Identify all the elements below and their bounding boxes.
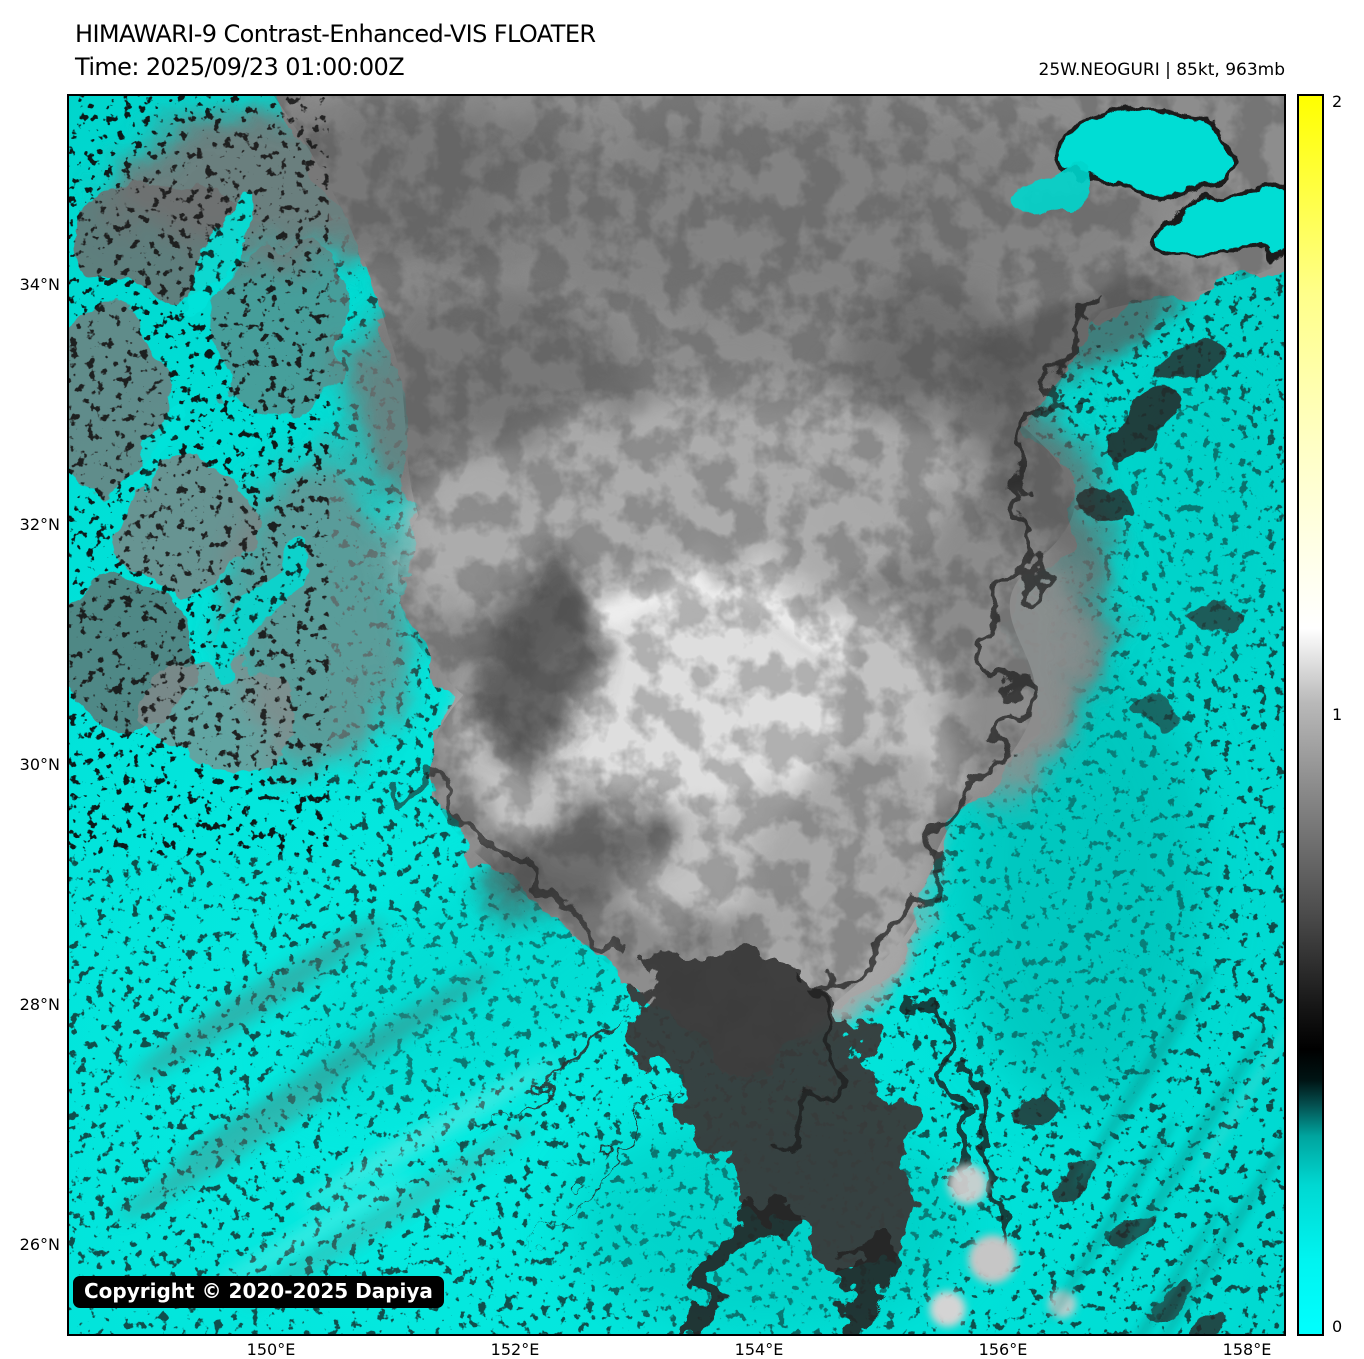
colorbar-tick-label: 1	[1332, 705, 1343, 724]
lon-tick-label: 154°E	[734, 1340, 784, 1359]
southwest-streaks	[118, 919, 559, 1305]
lon-tick-label: 150°E	[246, 1340, 296, 1359]
northeast-cyan-breaks	[1012, 108, 1284, 261]
map-canvas: Copyright © 2020-2025 Dapiya	[67, 94, 1286, 1336]
colorbar-tick-label: 0	[1332, 1317, 1343, 1336]
colorbar-tick-label: 2	[1332, 92, 1343, 111]
southeast-ripples	[1048, 969, 1284, 1334]
lat-tick-label: 34°N	[19, 275, 60, 294]
lat-tick-label: 32°N	[19, 515, 60, 534]
lon-tick-label: 156°E	[978, 1340, 1028, 1359]
lon-tick-label: 152°E	[490, 1340, 540, 1359]
lat-tick-label: 28°N	[19, 995, 60, 1014]
page-title: HIMAWARI-9 Contrast-Enhanced-VIS FLOATER	[75, 20, 596, 48]
west-speckle-texture	[69, 96, 329, 855]
time-label: Time: 2025/09/23 01:00:00Z	[75, 53, 405, 81]
lat-tick-label: 26°N	[19, 1235, 60, 1254]
satellite-image	[69, 96, 1284, 1334]
lon-tick-label: 158°E	[1222, 1340, 1272, 1359]
cloud-edge-shadows	[395, 308, 1106, 1158]
storm-info-label: 25W.NEOGURI | 85kt, 963mb	[1038, 60, 1285, 80]
copyright-badge: Copyright © 2020-2025 Dapiya	[73, 1276, 444, 1308]
lat-tick-label: 30°N	[19, 755, 60, 774]
colorbar-gradient	[1297, 94, 1324, 1336]
